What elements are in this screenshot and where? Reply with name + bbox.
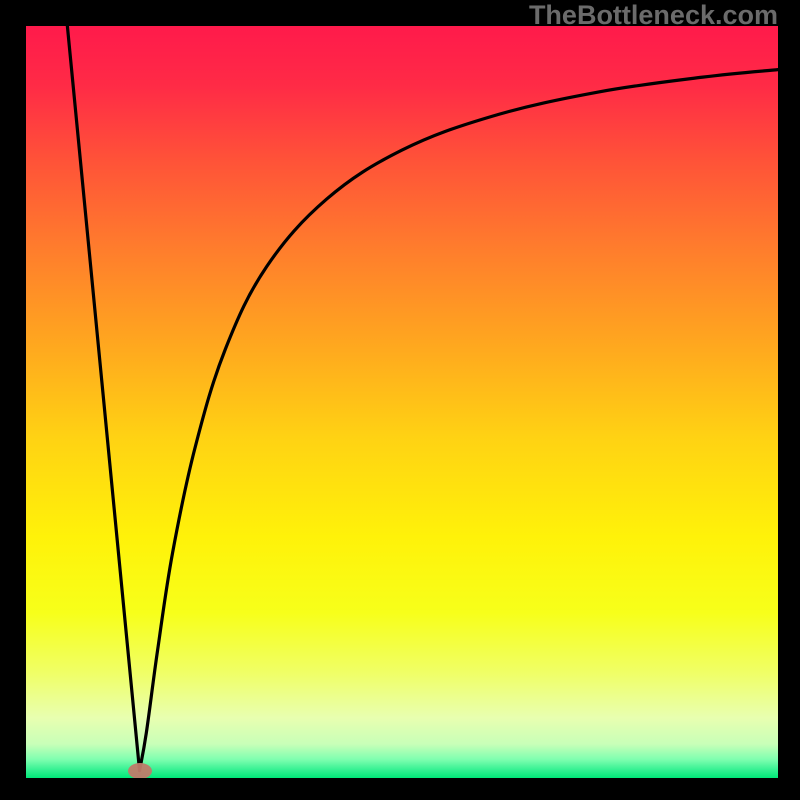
curve-layer: [26, 26, 778, 778]
chart-frame: TheBottleneck.com: [0, 0, 800, 800]
gradient-background: [26, 26, 778, 778]
plot-area: [26, 26, 778, 778]
dip-marker: [128, 763, 152, 778]
watermark-text: TheBottleneck.com: [529, 0, 778, 31]
